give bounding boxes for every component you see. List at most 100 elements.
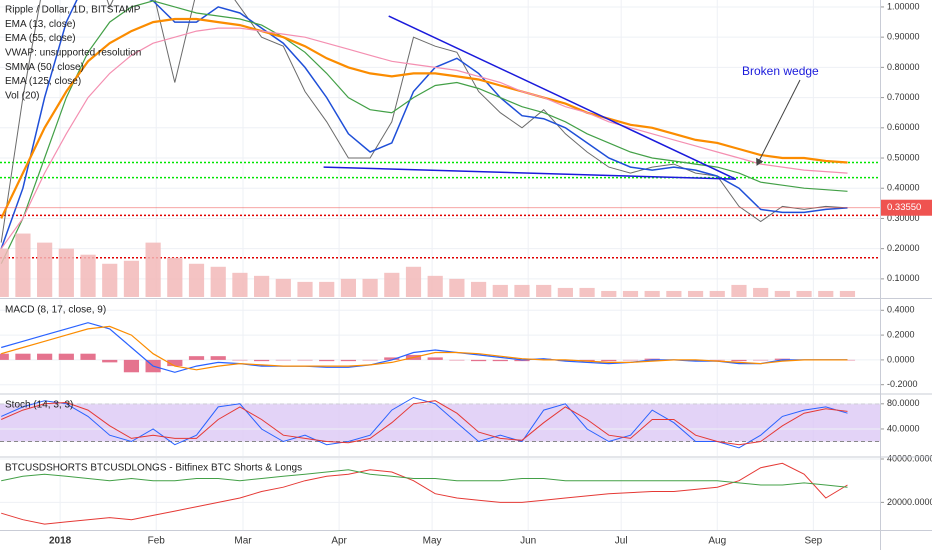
volume-bar (15, 233, 31, 297)
legend-entry: Stoch (14, 3, 3) (5, 400, 73, 411)
legend-entry: EMA (55, close) (5, 33, 76, 44)
y-tick-label: 40.0000 (887, 423, 920, 433)
x-tick-label: May (423, 536, 442, 547)
histogram-bar (709, 359, 725, 361)
y-tick-label: 80.0000 (887, 398, 920, 408)
histogram-bar (731, 359, 747, 362)
histogram-bar (123, 359, 140, 373)
trendline (388, 15, 737, 180)
legend-entry: MACD (8, 17, close, 9) (5, 305, 106, 316)
histogram-bar (362, 359, 378, 361)
series-line (0, 0, 848, 249)
volume-bar (0, 248, 9, 297)
volume-bar (644, 290, 660, 297)
series-line (1, 462, 848, 525)
annotation: Broken wedge (742, 64, 819, 78)
series-line (0, 27, 848, 250)
histogram-bar (254, 359, 270, 362)
volume-bar (37, 242, 53, 297)
legend-entry: EMA (13, close) (5, 19, 76, 30)
histogram-bar (275, 359, 291, 361)
y-tick-label: 0.40000 (887, 183, 920, 193)
x-tick-label: Apr (331, 536, 347, 547)
volume-bar (731, 284, 747, 297)
y-tick-label: 0.50000 (887, 152, 920, 162)
volume-bar (123, 260, 140, 297)
volume-bar (102, 263, 118, 297)
y-tick-label: 0.80000 (887, 62, 920, 72)
histogram-bar (470, 359, 487, 362)
volume-bar (210, 266, 226, 297)
histogram-bar (753, 359, 769, 361)
histogram-bar (319, 359, 335, 362)
y-tick-label: 40000.0000 (887, 453, 932, 463)
volume-bar (709, 290, 725, 297)
legend-entry: BTCUSDSHORTS BTCUSDLONGS - Bitfinex BTC … (5, 463, 302, 474)
histogram-bar (449, 359, 465, 361)
volume-bar (449, 278, 465, 297)
legend-entry: EMA (125, close) (5, 76, 81, 87)
y-tick-label: 0.2000 (887, 329, 915, 339)
volume-bar (514, 284, 530, 297)
y-tick-label: 0.70000 (887, 92, 920, 102)
histogram-bar (102, 359, 118, 363)
volume-bar (492, 284, 508, 297)
volume-bar (796, 290, 812, 297)
annotation-arrow (756, 79, 801, 166)
volume-bar (579, 287, 595, 297)
pane (0, 396, 880, 449)
y-tick-label: 0.60000 (887, 122, 920, 132)
histogram-bar (167, 359, 183, 367)
volume-bar (470, 281, 487, 297)
series-line (0, 17, 848, 219)
histogram-bar (514, 359, 530, 362)
histogram-bar (80, 353, 96, 360)
legend-entry: Ripple / Dollar, 1D, BITSTAMP (5, 5, 141, 16)
histogram-bar (188, 356, 205, 360)
volume-bar (405, 266, 422, 297)
pane (0, 458, 880, 525)
legend-entry: SMMA (50, close) (5, 62, 84, 73)
volume-bar (167, 257, 183, 297)
y-tick-label: 0.30000 (887, 213, 920, 223)
last-price-tag (881, 199, 932, 216)
histogram-bar (384, 357, 400, 360)
histogram-bar (232, 359, 248, 361)
series-line (1, 400, 848, 446)
histogram-bar (622, 359, 639, 361)
y-tick-label: 20000.0000 (887, 497, 932, 507)
y-tick-label: 1.00000 (887, 1, 920, 11)
volume-bar (232, 272, 248, 297)
histogram-bar (210, 356, 226, 360)
volume-bar (340, 278, 356, 297)
histogram-bar (37, 353, 53, 360)
volume-bar (427, 275, 443, 297)
histogram-bar (644, 358, 660, 360)
series-line (1, 325, 848, 371)
pane (0, 309, 880, 386)
volume-bar (818, 290, 834, 297)
volume-bar (58, 248, 74, 297)
volume-bar (622, 290, 639, 297)
volume-bar (666, 290, 682, 297)
x-tick-label: Sep (804, 536, 822, 547)
x-tick-label: Feb (148, 536, 166, 547)
histogram-bar (492, 359, 508, 362)
y-tick-label: 0.90000 (887, 32, 920, 42)
series-line (1, 469, 848, 488)
volume-bar (275, 278, 291, 297)
band (0, 403, 880, 442)
volume-bar (319, 281, 335, 297)
histogram-bar (427, 357, 443, 360)
histogram-bar (601, 359, 617, 362)
pane (0, 0, 880, 297)
x-tick-label: Jun (520, 536, 536, 547)
histogram-bar (774, 358, 790, 360)
volume-bar (362, 278, 378, 297)
legend-entry: Vol (20) (5, 90, 39, 101)
last-price-label: 0.33550 (887, 202, 921, 213)
histogram-bar (15, 353, 31, 360)
volume-bar (601, 290, 617, 297)
y-tick-label: 0.10000 (887, 273, 920, 283)
